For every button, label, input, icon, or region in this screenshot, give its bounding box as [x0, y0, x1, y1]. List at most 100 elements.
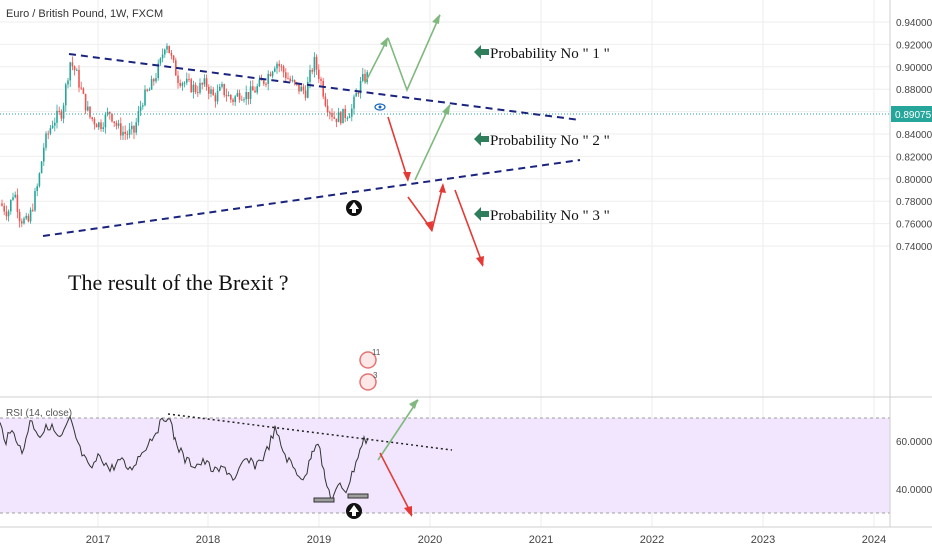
candle-body [329, 112, 331, 114]
candle-body [124, 131, 126, 134]
candle-body [126, 133, 129, 135]
candle-body [10, 199, 12, 212]
price-tick-label: 0.78000 [896, 197, 932, 208]
event-badge-2[interactable]: 3 [359, 371, 378, 391]
candle-body [318, 69, 320, 80]
candle-body [65, 84, 67, 106]
candle-body [221, 83, 223, 87]
candle-body [190, 79, 192, 93]
candle-body [73, 66, 76, 71]
candle-body [131, 125, 133, 130]
candle-body [269, 73, 272, 77]
brexit-question-text: The result of the Brexit ? [68, 270, 289, 295]
candle-body [230, 95, 232, 100]
candle-body [51, 125, 54, 128]
candle-body [161, 54, 164, 59]
event-badge-1-count: 11 [372, 348, 381, 357]
candle-body [137, 111, 140, 123]
candle-body [309, 70, 311, 82]
price-axis[interactable]: 0.940000.920000.900000.880000.860000.840… [896, 18, 932, 253]
candle-body [170, 53, 173, 56]
price-tick-label: 0.88000 [896, 85, 932, 96]
candle-body [260, 79, 263, 81]
candle-body [181, 83, 184, 86]
candle-body [201, 83, 203, 85]
candle-body [128, 129, 131, 135]
green-pointer-icon [474, 132, 489, 146]
time-tick-label: 2021 [529, 534, 553, 546]
candle-body [84, 93, 87, 111]
candle-body [82, 88, 85, 94]
candle-body [34, 190, 36, 211]
candle-body [212, 89, 214, 96]
eye-icon[interactable] [374, 103, 386, 111]
candle-body [304, 90, 307, 98]
candle-body [113, 121, 115, 124]
candle-body [21, 221, 23, 224]
candle-body [16, 194, 19, 212]
support-marker-price [346, 200, 362, 216]
candle-body [91, 117, 93, 120]
time-tick-label: 2020 [418, 534, 442, 546]
candle-body [43, 147, 45, 162]
candle-body [117, 123, 120, 126]
candle-body [155, 78, 157, 82]
candle-body [331, 112, 333, 118]
probability-1-annotation: Probability No " 1 " [474, 45, 610, 62]
candle-body [199, 83, 201, 93]
rsi-tick-60: 60.0000 [896, 437, 932, 448]
candle-body [157, 63, 159, 79]
candle-body [287, 78, 289, 80]
time-tick-label: 2024 [862, 534, 886, 546]
candle-body [69, 62, 71, 81]
probability-2-annotation: Probability No " 2 " [474, 132, 610, 149]
candle-body [47, 133, 49, 135]
candle-body [238, 92, 241, 100]
candle-body [27, 215, 30, 222]
candle-body [120, 123, 122, 136]
candle-body [359, 80, 362, 94]
candle-body [56, 110, 58, 123]
candle-body [245, 92, 247, 100]
candle-body [3, 205, 5, 212]
candle-body [95, 124, 98, 128]
candle-body [148, 89, 151, 91]
candle-body [234, 96, 236, 102]
candle-body [1, 203, 3, 206]
candle-body [300, 86, 302, 92]
time-tick-label: 2019 [307, 534, 331, 546]
candle-body [247, 92, 250, 99]
candle-body [139, 106, 142, 112]
candle-body [135, 122, 137, 133]
candle-body [256, 86, 258, 93]
candle-body [159, 58, 162, 64]
rsi-support-marker-1 [313, 497, 335, 503]
probability-1-label: Probability No " 1 " [490, 46, 610, 62]
candle-body [243, 99, 245, 101]
candle-body [335, 118, 338, 123]
candle-body [252, 86, 254, 91]
candle-body [280, 66, 283, 68]
candle-body [265, 83, 267, 85]
candle-body [278, 63, 280, 67]
candle-body [342, 108, 344, 124]
candle-body [142, 105, 144, 107]
candle-body [32, 209, 34, 211]
candle-body [263, 80, 265, 84]
rsi-tick-40: 40.0000 [896, 485, 932, 496]
time-axis[interactable]: 2017 2018 2019 2020 2021 2022 2023 2024 [86, 534, 886, 546]
candle-body [291, 80, 294, 82]
candle-body [153, 79, 155, 82]
candle-body [313, 56, 316, 72]
candle-body [205, 78, 208, 87]
candles [1, 43, 368, 228]
price-tick-label: 0.94000 [896, 18, 932, 29]
event-badge-1[interactable]: 11 [359, 348, 381, 369]
candle-body [241, 99, 243, 101]
support-marker-rsi [346, 503, 362, 519]
candle-body [80, 87, 82, 89]
candle-body [106, 111, 109, 115]
green-projection-arrows [364, 14, 451, 461]
candle-body [344, 108, 346, 118]
candle-body [210, 89, 212, 94]
